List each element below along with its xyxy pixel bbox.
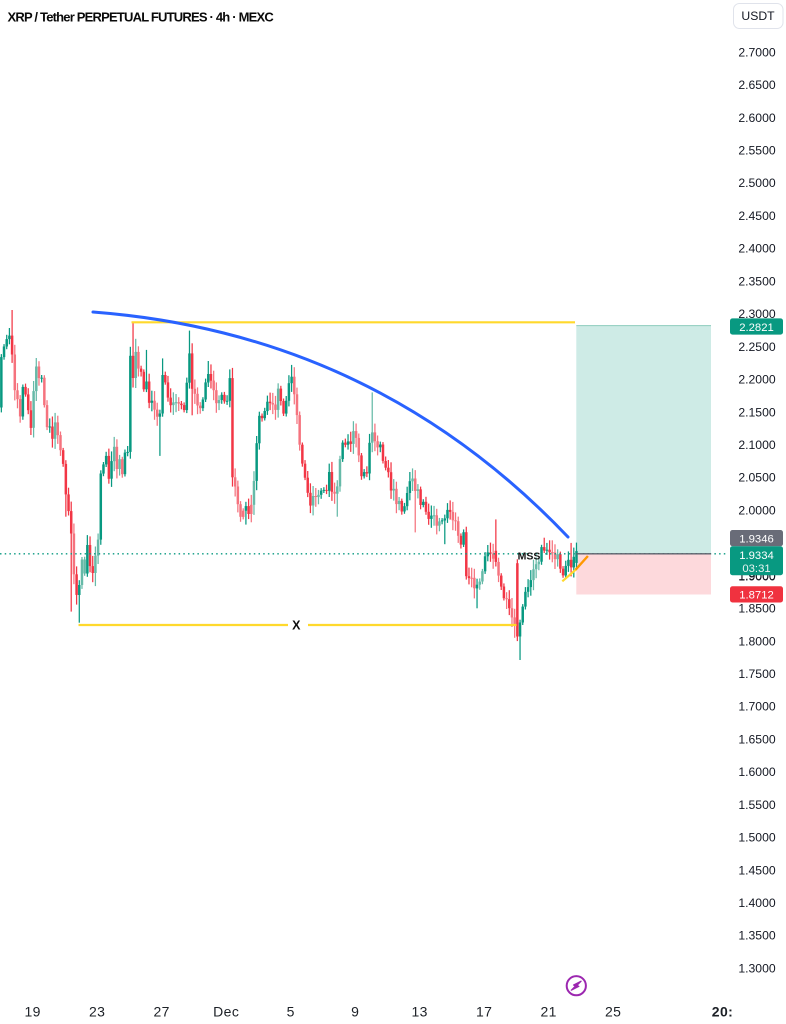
svg-text:2.5000: 2.5000 bbox=[738, 176, 775, 190]
svg-text:27: 27 bbox=[154, 1004, 170, 1020]
svg-text:13: 13 bbox=[412, 1004, 428, 1020]
svg-text:1.7000: 1.7000 bbox=[738, 700, 775, 714]
svg-text:1.4000: 1.4000 bbox=[738, 896, 775, 910]
svg-text:2.0000: 2.0000 bbox=[738, 503, 775, 517]
svg-text:21: 21 bbox=[541, 1004, 557, 1020]
svg-text:2.2000: 2.2000 bbox=[738, 373, 775, 387]
svg-text:2.1500: 2.1500 bbox=[738, 405, 775, 419]
svg-text:2.7000: 2.7000 bbox=[738, 45, 775, 59]
svg-text:23: 23 bbox=[89, 1004, 105, 1020]
svg-text:2.2500: 2.2500 bbox=[738, 340, 775, 354]
svg-text:1.9334: 1.9334 bbox=[739, 550, 774, 562]
svg-text:Dec: Dec bbox=[213, 1004, 239, 1020]
svg-text:1.4500: 1.4500 bbox=[738, 863, 775, 877]
svg-text:19: 19 bbox=[25, 1004, 41, 1020]
svg-text:2.1000: 2.1000 bbox=[738, 438, 775, 452]
svg-text:2.2821: 2.2821 bbox=[739, 322, 774, 334]
svg-text:1.9346: 1.9346 bbox=[739, 533, 774, 545]
svg-text:1.8712: 1.8712 bbox=[739, 590, 774, 602]
svg-text:5: 5 bbox=[287, 1004, 295, 1020]
svg-text:XRP / Tether PERPETUAL FUTURES: XRP / Tether PERPETUAL FUTURES · 4h · ME… bbox=[8, 10, 275, 25]
svg-text:03:31: 03:31 bbox=[742, 563, 770, 575]
svg-text:2.0500: 2.0500 bbox=[738, 471, 775, 485]
svg-text:2.3000: 2.3000 bbox=[738, 307, 775, 321]
svg-text:1.5500: 1.5500 bbox=[738, 798, 775, 812]
svg-text:1.8500: 1.8500 bbox=[738, 602, 775, 616]
svg-text:1.7500: 1.7500 bbox=[738, 667, 775, 681]
svg-text:1.3500: 1.3500 bbox=[738, 929, 775, 943]
svg-text:2.4000: 2.4000 bbox=[738, 242, 775, 256]
svg-text:2.6000: 2.6000 bbox=[738, 111, 775, 125]
svg-text:2.6500: 2.6500 bbox=[738, 78, 775, 92]
svg-text:USDT: USDT bbox=[741, 9, 775, 23]
svg-text:X: X bbox=[292, 619, 301, 633]
svg-text:1.6500: 1.6500 bbox=[738, 732, 775, 746]
svg-text:MSS: MSS bbox=[518, 551, 541, 563]
svg-text:1.3000: 1.3000 bbox=[738, 961, 775, 975]
svg-text:1.5000: 1.5000 bbox=[738, 831, 775, 845]
svg-text:1.8000: 1.8000 bbox=[738, 634, 775, 648]
svg-text:25: 25 bbox=[605, 1004, 621, 1020]
svg-text:9: 9 bbox=[351, 1004, 359, 1020]
svg-text:2.5500: 2.5500 bbox=[738, 144, 775, 158]
svg-text:17: 17 bbox=[476, 1004, 492, 1020]
svg-text:2.4500: 2.4500 bbox=[738, 209, 775, 223]
svg-text:2.3500: 2.3500 bbox=[738, 274, 775, 288]
svg-text:20:: 20: bbox=[712, 1004, 733, 1020]
svg-text:1.6000: 1.6000 bbox=[738, 765, 775, 779]
